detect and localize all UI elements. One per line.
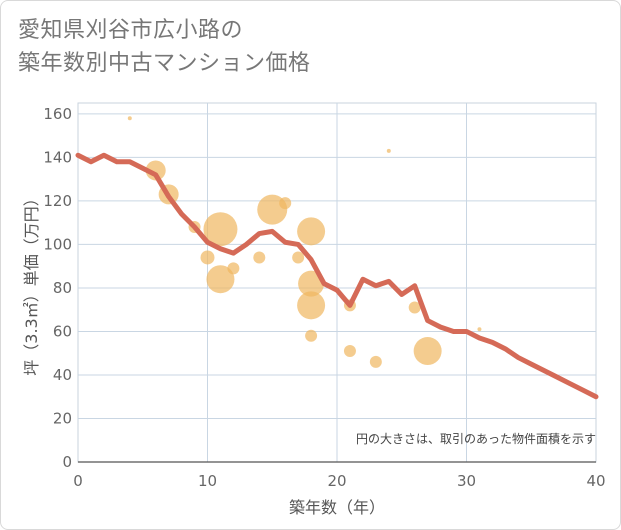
y-tick-label: 40 — [53, 366, 72, 384]
average-price-line — [75, 152, 599, 400]
x-axis-label: 築年数（年） — [289, 498, 385, 517]
y-tick-label: 100 — [43, 235, 72, 253]
y-tick-label: 120 — [43, 192, 72, 210]
y-tick-label: 140 — [43, 148, 72, 166]
bubble-point — [145, 160, 166, 181]
x-tick-label: 30 — [457, 472, 476, 490]
x-tick-labels: 0 10 20 30 40 — [73, 472, 605, 490]
bubble-point — [477, 327, 482, 332]
y-tick-label: 80 — [53, 279, 72, 297]
y-axis-label: 坪（3.3㎡）単価（万円） — [22, 190, 41, 375]
bubble-point — [297, 291, 326, 320]
bubble-point — [279, 197, 292, 210]
bubble-point — [253, 251, 266, 264]
bubble-point — [292, 251, 305, 264]
bubble-size-note: 円の大きさは、取引のあった物件面積を示す — [356, 431, 596, 446]
y-tick-label: 160 — [43, 105, 72, 123]
bubble-point — [408, 301, 421, 314]
bubble-point — [298, 270, 325, 297]
y-tick-label: 60 — [53, 322, 72, 340]
chart-title: 愛知県刈谷市広小路の 築年数別中古マンション価格 — [18, 14, 311, 80]
x-tick-label: 0 — [73, 472, 83, 490]
x-tick-label: 40 — [586, 472, 605, 490]
bubble-point — [200, 250, 215, 265]
chart-title-line-2: 築年数別中古マンション価格 — [18, 51, 311, 76]
bubble-point — [297, 217, 326, 246]
bubble-point — [305, 329, 318, 342]
y-tick-label: 20 — [53, 409, 72, 427]
x-tick-label: 20 — [327, 472, 346, 490]
y-tick-labels: 0 20 40 60 80 100 120 140 160 — [43, 105, 72, 471]
chart-title-line-1: 愛知県刈谷市広小路の — [18, 18, 244, 43]
bubble-point — [203, 212, 238, 247]
bubble-point — [127, 116, 132, 121]
bubble-point — [343, 345, 356, 358]
bubble-series — [127, 116, 482, 368]
bubble-point — [206, 265, 235, 294]
bubble-point — [369, 355, 382, 368]
bubble-point — [386, 148, 391, 153]
average-line-series — [75, 152, 599, 400]
x-tick-label: 10 — [198, 472, 217, 490]
bubble-point — [227, 262, 240, 275]
y-tick-label: 0 — [62, 453, 72, 471]
bubble-point — [413, 337, 442, 366]
